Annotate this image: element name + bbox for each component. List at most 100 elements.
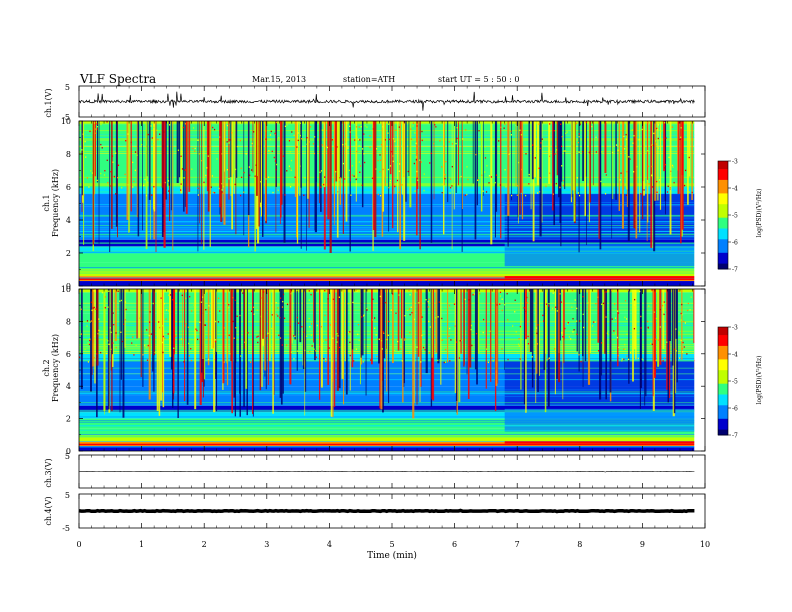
spectrogram-streak (81, 121, 83, 196)
spectrogram-speck (421, 316, 423, 318)
spectrogram-speck (332, 298, 334, 300)
spectrogram-streak (657, 289, 660, 367)
spectrogram-speck (640, 315, 642, 318)
spectrogram-speck (356, 150, 358, 153)
spectrogram-speck (221, 182, 223, 185)
spectrogram-speck (214, 192, 216, 194)
spectrogram-streak (327, 289, 329, 385)
spectrogram-streak (419, 121, 421, 250)
spectrogram-streak (235, 289, 237, 363)
spectrogram-speck (666, 191, 669, 193)
spectrogram-speck (315, 350, 317, 352)
spectrogram-speck (232, 296, 234, 299)
spectrogram-speck (498, 140, 500, 142)
spectrogram-speck (535, 327, 538, 329)
spectrogram-speck (144, 344, 146, 346)
xtick-label: 8 (577, 540, 582, 549)
spectrogram-speck (321, 129, 323, 131)
spectrogram-streak (547, 289, 550, 407)
spectrogram-speck (562, 179, 565, 182)
spectrogram-speck (582, 313, 584, 315)
spectrogram-speck (360, 126, 362, 128)
spectrogram-speck (357, 323, 360, 326)
spectrogram-speck (567, 321, 569, 324)
spectrogram-streak (252, 121, 254, 173)
spectrogram-speck (387, 132, 389, 134)
spectrogram-speck (265, 130, 267, 132)
spectrogram-speck (646, 179, 648, 182)
spectrogram-streak (177, 289, 179, 419)
spectrogram-streak (262, 289, 264, 339)
spectrogram-speck (251, 142, 253, 145)
spectrogram-speck (437, 316, 439, 318)
spectrogram-speck (359, 139, 361, 141)
spectrogram-streak (94, 121, 96, 177)
spectrogram-line (79, 410, 695, 412)
spectrogram-speck (197, 187, 199, 190)
spectrogram-streak (474, 121, 477, 240)
spectrogram-speck (591, 125, 593, 128)
colorbar-segment (718, 364, 728, 368)
spectrogram-speck (683, 346, 685, 348)
spectrogram-speck (320, 170, 323, 172)
spectrogram-streak (578, 289, 580, 372)
spectrogram-speck (539, 147, 541, 150)
spectrogram-speck (499, 295, 501, 297)
colorbar-segment (718, 394, 728, 398)
spectrogram-streak (570, 121, 573, 203)
spectrogram-streak (463, 289, 465, 367)
spectrogram-speck (462, 138, 464, 140)
spectrogram-streak (669, 121, 672, 235)
colorbar-segment (718, 386, 728, 390)
spectrogram-streak (532, 121, 535, 242)
spectrogram-ytick-label: 4 (66, 216, 71, 225)
spectrogram-speck (371, 177, 374, 180)
spectrogram-speck (205, 308, 207, 311)
spectrogram-speck (624, 343, 626, 346)
spectrogram-streak (626, 121, 628, 190)
spectrogram-speck (289, 186, 292, 188)
spectrogram-speck (409, 352, 411, 354)
spectrogram-speck (460, 339, 462, 342)
spectrogram-speck (397, 340, 399, 343)
spectrogram-speck (400, 348, 402, 350)
spectrogram-streak (138, 289, 141, 339)
spectrogram-speck (121, 340, 123, 343)
colorbar-segment (718, 209, 728, 213)
spectrogram-speck (519, 358, 521, 360)
spectrogram-speck (526, 296, 528, 299)
spectrogram-streak (350, 121, 351, 182)
spectrogram-streak (571, 121, 574, 191)
spectrogram-streak (384, 121, 386, 186)
spectrogram-speck (435, 317, 437, 319)
colorbar-segment (718, 391, 728, 395)
spectrogram-speck (659, 308, 662, 311)
colorbar-tick-label: -7 (732, 267, 738, 274)
spectrogram-speck (507, 318, 509, 321)
spectrogram-line (504, 276, 695, 279)
spectrogram-speck (369, 359, 372, 361)
spectrogram-speck (501, 298, 503, 300)
spectrogram-speck (651, 289, 653, 291)
spectrogram-speck (587, 302, 589, 304)
spectrogram-speck (594, 321, 596, 323)
spectrogram-line (79, 123, 695, 125)
spectrogram-speck (615, 144, 618, 146)
spectrogram-streak (320, 121, 322, 212)
spectrogram-streak (282, 289, 284, 394)
spectrogram-speck (477, 179, 479, 181)
spectrogram-speck (501, 348, 503, 350)
spectrogram-speck (625, 194, 628, 197)
spectrogram-speck (289, 151, 291, 153)
spectrogram-speck (577, 141, 579, 144)
spectrogram-speck (124, 173, 126, 176)
spectrogram-speck (688, 191, 690, 193)
spectrogram-speck (572, 318, 574, 320)
spectrogram-speck (549, 130, 551, 133)
spectrogram-streak (236, 121, 238, 178)
spectrogram-streak (611, 121, 613, 239)
spectrogram-speck (412, 122, 415, 124)
spectrogram-speck (616, 310, 619, 312)
spectrogram-streak (400, 289, 403, 339)
spectrogram-speck (478, 130, 480, 132)
